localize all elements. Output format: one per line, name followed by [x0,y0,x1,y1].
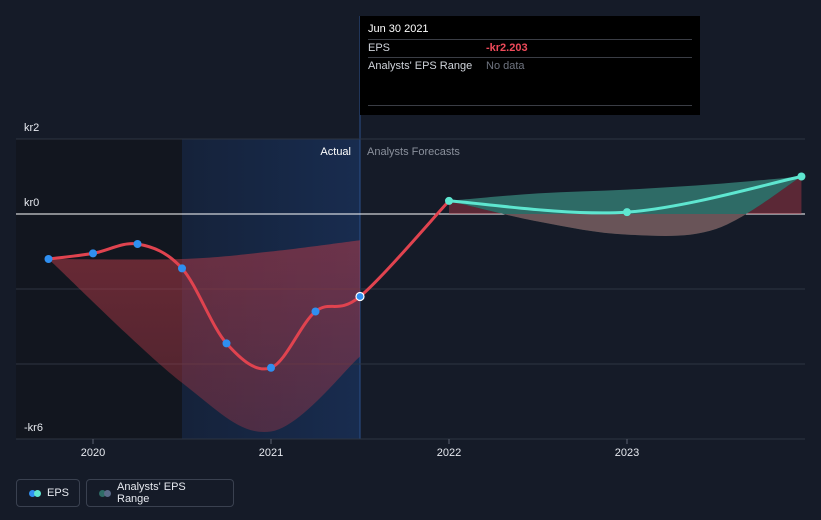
eps-point [355,291,365,302]
tooltip-divider [368,105,692,106]
x-tick-label: 2020 [81,447,105,459]
eps-point [797,172,806,181]
tooltip: Jun 30 2021 EPS -kr2.203 Analysts' EPS R… [360,16,700,115]
legend-eps-label: EPS [47,487,70,499]
y-tick-label: -kr6 [24,422,43,434]
range-legend-icon [99,489,111,497]
x-tick-label: 2021 [259,447,283,459]
legend-range-button[interactable]: Analysts' EPS Range [86,479,234,507]
eps-point [445,196,453,205]
range-band-past [48,240,360,433]
eps-point [89,249,97,258]
legend-eps-button[interactable]: EPS [16,479,80,507]
tooltip-range-row: Analysts' EPS Range No data [368,57,692,75]
tooltip-range-label: Analysts' EPS Range [368,60,473,72]
eps-point [178,264,186,273]
actual-label: Actual [320,146,351,158]
range-band-future [449,176,802,236]
y-tick-label: kr0 [24,197,39,209]
tooltip-date: Jun 30 2021 [368,23,429,35]
eps-point [133,240,142,248]
eps-point [623,208,631,217]
tooltip-eps-row: EPS -kr2.203 [368,39,692,57]
x-tick-label: 2022 [437,447,461,459]
tooltip-eps-value: -kr2.203 [486,42,528,54]
legend-range-label: Analysts' EPS Range [117,481,186,505]
eps-point [267,363,275,372]
y-tick-label: kr2 [24,122,39,134]
eps-legend-icon [29,489,41,497]
forecast-label: Analysts Forecasts [367,146,460,158]
eps-point [311,307,320,316]
eps-point [44,255,53,263]
eps-point [222,339,231,348]
tooltip-range-value: No data [486,60,525,72]
tooltip-eps-label: EPS [368,42,391,54]
x-tick-label: 2023 [615,447,639,459]
range-band-future-negative [449,176,802,236]
